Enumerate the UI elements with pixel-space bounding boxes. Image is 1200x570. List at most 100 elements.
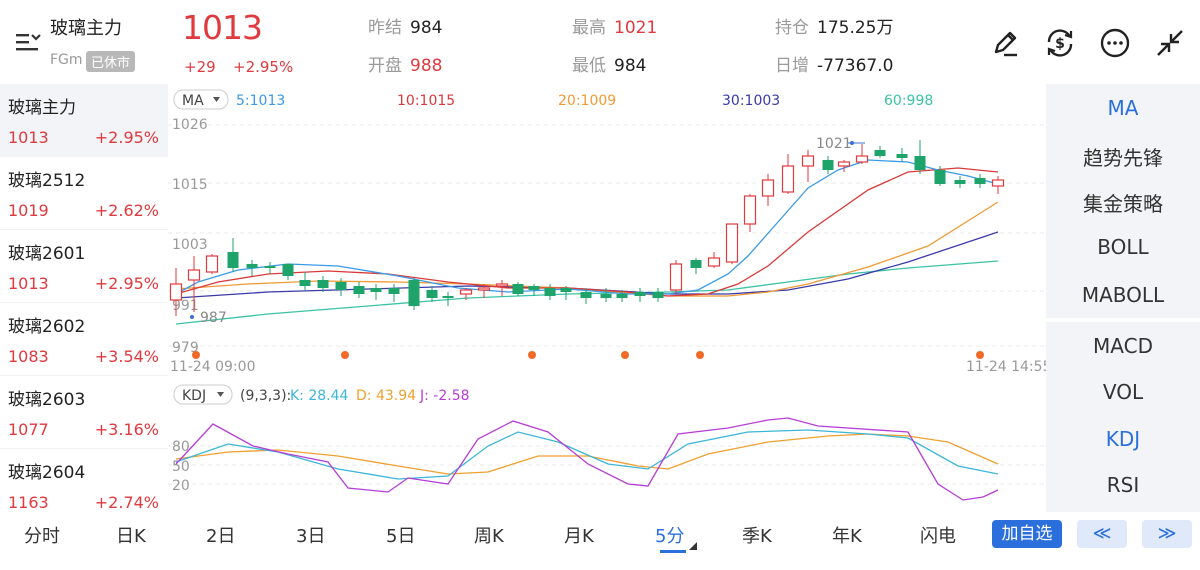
high-value: 1021	[614, 18, 658, 38]
kdj-k-value: K: 28.44	[290, 388, 349, 404]
list-item-pct: +3.54%	[94, 347, 159, 366]
candle-down	[934, 170, 946, 184]
low-label: 最低	[572, 56, 606, 76]
indicator-vol[interactable]: VOL	[1102, 380, 1144, 404]
candle-down	[246, 264, 258, 268]
quote-header: 玻璃主力 FGm 已休市 1013 +29 +2.95% 昨结 984 开盘 988…	[0, 0, 1200, 84]
kdj-axis-label: 80	[172, 439, 190, 455]
candle-down	[974, 178, 986, 184]
tab-flash[interactable]: 闪电	[920, 526, 956, 547]
candle-down	[299, 280, 311, 286]
indicator-ma[interactable]: MA	[1107, 96, 1139, 120]
instrument-name[interactable]: 玻璃主力	[50, 18, 122, 39]
pen-icon[interactable]	[988, 26, 1022, 60]
list-item-fg2604[interactable]: 玻璃2604 1163 +2.74%	[0, 449, 168, 512]
svg-text:$: $	[1055, 36, 1065, 52]
list-item-name: 玻璃主力	[8, 98, 76, 118]
open-interest-label: 持仓	[775, 18, 809, 38]
candle-up	[459, 289, 473, 295]
candlestick-group	[169, 140, 1005, 316]
kdj-k-line	[175, 429, 999, 480]
list-item-fg2602[interactable]: 玻璃2602 1083 +3.54%	[0, 303, 168, 376]
currency-exchange-icon[interactable]: $	[1043, 26, 1077, 60]
kdj-selector-label: KDJ	[182, 388, 206, 404]
candle-up	[781, 165, 795, 193]
ma-lines	[175, 159, 999, 325]
candle-down	[442, 296, 454, 298]
high-stat: 最高 1021	[572, 13, 657, 38]
tab-yearly-k[interactable]: 年K	[832, 526, 862, 547]
kline-chart-svg[interactable]: MA 5:1013 10:1015 20:1009 30:1003 60:998…	[168, 84, 1051, 512]
oi-change-value: -77367.0	[817, 56, 894, 76]
candle-down	[690, 260, 702, 268]
candle-down	[408, 280, 420, 306]
kdj-axis-label: 50	[172, 459, 190, 475]
list-item-fg2512[interactable]: 玻璃2512 1019 +2.62%	[0, 157, 168, 230]
ma-selector-label: MA	[182, 93, 204, 109]
indicator-jijin-strategy[interactable]: 集金策略	[1083, 192, 1163, 216]
tab-weekly-k[interactable]: 周K	[474, 526, 504, 547]
tab-3day[interactable]: 3日	[296, 526, 326, 547]
candle-down	[560, 288, 572, 292]
candle-down	[335, 282, 347, 290]
prev-button[interactable]: ≪	[1077, 520, 1127, 548]
list-item-fg2601[interactable]: 玻璃2601 1013 +2.95%	[0, 230, 168, 303]
collapse-icon[interactable]	[1153, 26, 1187, 60]
list-menu-icon[interactable]	[14, 30, 42, 54]
list-item-price: 1083	[8, 347, 49, 366]
ma20-legend: 20:1009	[558, 93, 616, 109]
tab-dropdown-icon[interactable]	[689, 542, 697, 550]
candle-up	[801, 155, 815, 167]
candle-down	[600, 294, 612, 298]
indicator-rsi[interactable]: RSI	[1106, 473, 1140, 497]
candle-down	[914, 156, 926, 170]
tab-intraday[interactable]: 分时	[24, 526, 60, 547]
ma10-legend: 10:1015	[397, 93, 455, 109]
candle-up	[669, 263, 683, 291]
candle-down	[822, 160, 834, 170]
list-item-fgm[interactable]: 玻璃主力 1013 +2.95%	[0, 84, 168, 157]
ma20-line	[175, 201, 999, 297]
tab-5day[interactable]: 5日	[386, 526, 416, 547]
list-item-price: 1013	[8, 128, 49, 147]
tab-daily-k[interactable]: 日K	[116, 526, 146, 547]
list-item-price: 1163	[8, 493, 49, 512]
tab-2day[interactable]: 2日	[206, 526, 236, 547]
period-tab-bar: 分时 日K 2日 3日 5日 周K 月K 5分 季K 年K 闪电 加自选 ≪ ≫	[0, 512, 1200, 570]
kline-chart-area[interactable]: MA 5:1013 10:1015 20:1009 30:1003 60:998…	[168, 84, 1051, 512]
tab-quarterly-k[interactable]: 季K	[742, 526, 772, 547]
candle-down	[317, 280, 329, 288]
candle-down	[874, 150, 886, 156]
time-end-label: 11-24 14:55	[966, 359, 1046, 375]
low-price-marker: 987	[200, 310, 227, 326]
next-button[interactable]: ≫	[1142, 520, 1192, 548]
candle-down	[426, 290, 438, 298]
oi-change-stat: 日增 -77367.0	[775, 51, 893, 76]
last-price: 1013	[182, 8, 263, 47]
indicator-boll[interactable]: BOLL	[1097, 235, 1149, 259]
market-status-badge: 已休市	[86, 51, 136, 72]
list-item-pct: +2.95%	[94, 274, 159, 293]
indicator-kdj[interactable]: KDJ	[1105, 427, 1141, 451]
tab-5min[interactable]: 5分	[655, 526, 685, 547]
ma-selector[interactable]: MA	[173, 89, 229, 110]
add-to-watchlist-button[interactable]: 加自选	[992, 520, 1062, 548]
kdj-selector[interactable]: KDJ	[173, 384, 233, 405]
candle-down	[544, 288, 556, 296]
kdj-d-line	[175, 433, 999, 475]
candle-down	[652, 292, 664, 298]
candle-down	[388, 288, 400, 294]
list-item-name: 玻璃2602	[8, 317, 86, 337]
candle-up	[761, 179, 775, 197]
indicator-maboll[interactable]: MABOLL	[1081, 283, 1165, 307]
high-price-marker: 1021	[816, 136, 852, 152]
tab-monthly-k[interactable]: 月K	[564, 526, 594, 547]
indicator-macd[interactable]: MACD	[1093, 334, 1153, 358]
ma30-legend: 30:1003	[722, 93, 780, 109]
list-item-pct: +2.95%	[94, 128, 159, 147]
more-icon[interactable]	[1098, 26, 1132, 60]
open-interest-stat: 持仓 175.25万	[775, 13, 893, 38]
candle-down	[528, 286, 540, 290]
indicator-trend-pioneer[interactable]: 趋势先锋	[1083, 146, 1163, 170]
list-item-fg2603[interactable]: 玻璃2603 1077 +3.16%	[0, 376, 168, 449]
